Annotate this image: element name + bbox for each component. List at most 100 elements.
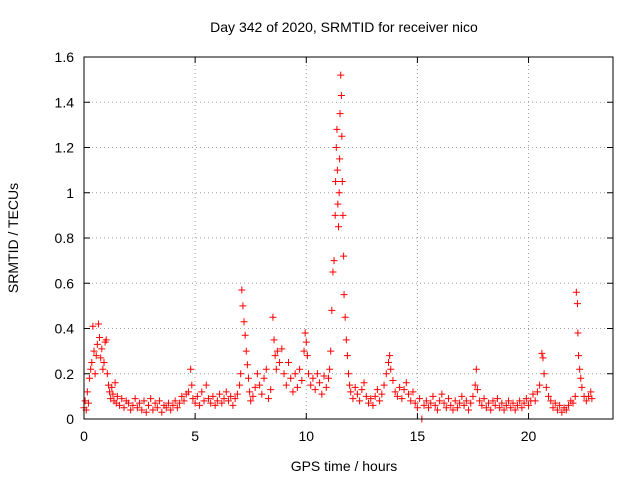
data-point <box>324 374 332 382</box>
data-point <box>136 399 144 407</box>
data-point <box>458 392 466 400</box>
data-point <box>96 334 104 342</box>
data-point <box>138 406 146 414</box>
data-point <box>88 358 96 366</box>
data-point <box>482 404 490 412</box>
data-point <box>171 397 179 405</box>
data-point <box>129 401 137 409</box>
data-point <box>270 336 278 344</box>
data-point <box>211 401 219 409</box>
data-point <box>280 370 288 378</box>
data-point <box>337 71 345 79</box>
data-point <box>336 155 344 163</box>
data-point <box>588 395 596 403</box>
data-point <box>309 374 317 382</box>
data-point <box>164 399 172 407</box>
data-point <box>293 383 301 391</box>
data-point <box>94 320 102 328</box>
data-point <box>231 395 239 403</box>
data-point <box>367 395 375 403</box>
data-point <box>351 383 359 391</box>
data-point <box>513 401 521 409</box>
data-point <box>429 392 437 400</box>
data-point <box>86 374 94 382</box>
data-point <box>531 397 539 405</box>
data-point <box>516 397 524 405</box>
data-point <box>256 381 264 389</box>
data-point <box>551 399 559 407</box>
data-point <box>220 395 228 403</box>
data-point <box>108 383 116 391</box>
data-point <box>520 399 528 407</box>
data-point <box>242 347 250 355</box>
data-point <box>582 397 590 405</box>
data-point <box>507 404 515 412</box>
data-point <box>387 365 395 373</box>
data-point <box>133 404 141 412</box>
data-point <box>333 166 341 174</box>
data-point <box>269 313 277 321</box>
data-point <box>251 383 259 391</box>
y-axis-label: SRMTID / TECUs <box>5 183 21 293</box>
tick-layer: 0 0.2 0.4 0.6 0.8 1 1.2 1.4 1.6 0 5 10 15 20 <box>55 49 613 444</box>
data-point <box>99 365 107 373</box>
data-point <box>533 388 541 396</box>
chart-title: Day 342 of 2020, SRMTID for receiver nic… <box>210 19 478 35</box>
data-point <box>578 383 586 391</box>
data-point <box>200 397 208 405</box>
data-point <box>389 377 397 385</box>
data-point <box>341 313 349 321</box>
data-point <box>90 347 98 355</box>
data-point <box>396 383 404 391</box>
x-axis-label: GPS time / hours <box>291 458 398 474</box>
data-point <box>369 401 377 409</box>
data-point <box>339 211 347 219</box>
data-point <box>307 381 315 389</box>
data-point <box>241 331 249 339</box>
data-point <box>335 189 343 197</box>
data-point <box>213 397 221 405</box>
data-point <box>97 354 105 362</box>
data-point <box>102 336 110 344</box>
data-point <box>360 379 368 387</box>
data-point <box>449 406 457 414</box>
data-point <box>427 399 435 407</box>
data-point <box>282 381 290 389</box>
data-point <box>287 374 295 382</box>
data-point <box>338 177 346 185</box>
data-point <box>320 372 328 380</box>
data-point <box>180 397 188 405</box>
plot-frame <box>83 56 614 420</box>
data-point <box>189 395 197 403</box>
data-point <box>84 399 92 407</box>
data-point <box>467 399 475 407</box>
data-point <box>202 381 210 389</box>
data-point <box>365 399 373 407</box>
data-point <box>247 397 255 405</box>
data-point <box>296 365 304 373</box>
data-point <box>489 397 497 405</box>
data-point <box>243 361 251 369</box>
y-tick-label: 1.4 <box>55 94 75 110</box>
data-point <box>587 388 595 396</box>
x-tick-label: 15 <box>410 428 426 444</box>
data-point <box>491 401 499 409</box>
data-point <box>318 390 326 398</box>
data-point <box>525 401 533 409</box>
data-point <box>176 399 184 407</box>
data-point <box>218 399 226 407</box>
data-point <box>209 392 217 400</box>
data-point <box>549 404 557 412</box>
data-point <box>382 370 390 378</box>
data-point <box>142 408 150 416</box>
data-point <box>224 397 232 405</box>
data-point <box>480 395 488 403</box>
grid-layer <box>84 57 613 419</box>
data-point <box>420 401 428 409</box>
y-tick-label: 1.6 <box>55 49 75 65</box>
data-point <box>272 365 280 373</box>
data-point <box>576 365 584 373</box>
data-point <box>538 349 546 357</box>
data-point <box>284 358 292 366</box>
data-point <box>158 408 166 416</box>
